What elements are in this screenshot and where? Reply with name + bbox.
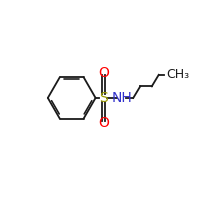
- Text: S: S: [99, 91, 108, 105]
- Text: CH₃: CH₃: [166, 68, 190, 81]
- Text: NH: NH: [111, 91, 132, 105]
- Text: O: O: [98, 66, 109, 80]
- Text: O: O: [98, 116, 109, 130]
